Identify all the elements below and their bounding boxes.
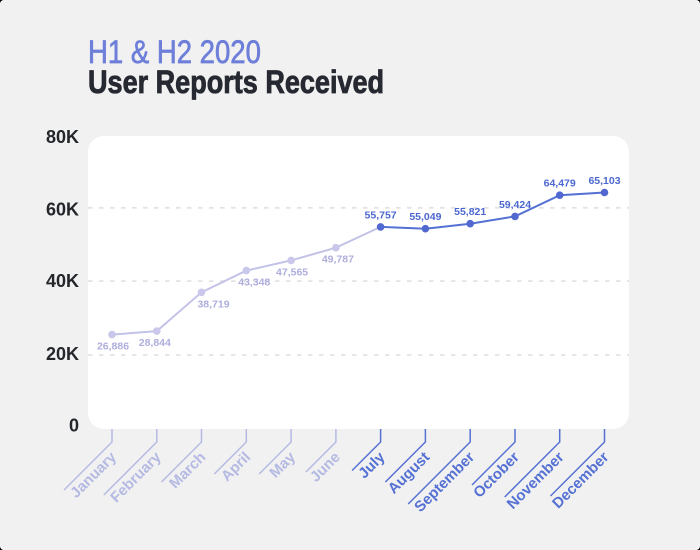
svg-text:65,103: 65,103 — [588, 175, 620, 187]
svg-text:49,787: 49,787 — [322, 254, 354, 266]
svg-text:43,348: 43,348 — [238, 277, 270, 289]
svg-text:55,757: 55,757 — [365, 209, 397, 221]
svg-text:28,844: 28,844 — [139, 337, 171, 349]
svg-text:June: June — [307, 449, 344, 486]
svg-text:59,424: 59,424 — [499, 199, 531, 211]
svg-text:20K: 20K — [46, 344, 79, 364]
svg-text:55,821: 55,821 — [454, 206, 486, 218]
svg-text:26,886: 26,886 — [97, 341, 129, 353]
svg-text:55,049: 55,049 — [409, 211, 441, 223]
svg-text:47,565: 47,565 — [276, 266, 308, 278]
svg-text:0: 0 — [69, 415, 79, 435]
svg-text:July: July — [355, 448, 389, 482]
svg-text:April: April — [218, 449, 254, 485]
svg-text:40K: 40K — [46, 271, 79, 291]
svg-text:38,719: 38,719 — [197, 298, 229, 310]
svg-text:80K: 80K — [46, 127, 79, 147]
svg-text:60K: 60K — [46, 199, 79, 219]
svg-text:64,479: 64,479 — [544, 178, 576, 190]
svg-text:May: May — [266, 448, 299, 481]
